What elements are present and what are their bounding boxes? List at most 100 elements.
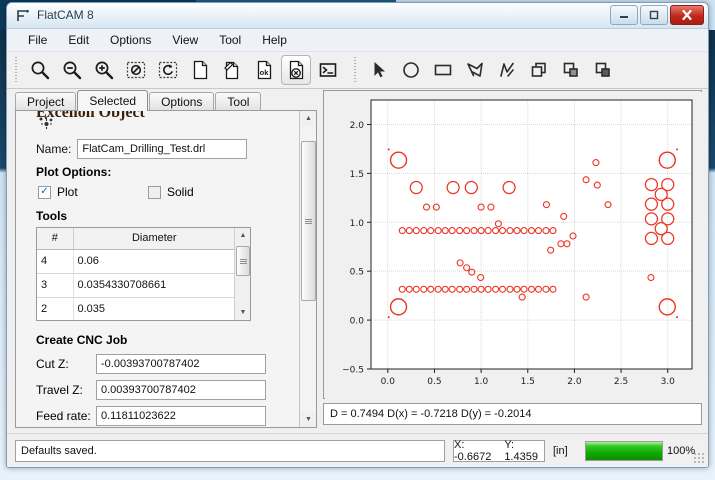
menu-file[interactable]: File [28,33,48,47]
cut-z-input[interactable] [96,354,266,374]
toolbar-grip-1[interactable] [13,57,20,83]
distance-readout-text: D = 0.7494 D(x) = -0.7218 D(y) = -0.2014 [330,408,532,420]
svg-text:2.5: 2.5 [614,377,628,387]
selected-panel-scroll-content: Excellon Object Name: Plot Options: ✓ Pl… [16,111,299,427]
travel-z-input[interactable] [96,380,266,400]
travel-z-row: Travel Z: [36,380,266,400]
panel-tabs: Project Selected Options Tool [15,90,315,111]
maximize-button[interactable] [640,5,668,25]
menubar: File Edit Options View Tool Help [7,29,708,52]
minimize-button[interactable] [610,5,638,25]
subtract-icon[interactable] [588,55,618,85]
svg-text:1.0: 1.0 [474,377,489,387]
panel-scroll-up-arrow[interactable]: ▲ [300,111,316,126]
zoom-out-icon[interactable] [57,55,87,85]
table-row[interactable]: 2 0.035 [37,297,236,320]
open-gcode-icon[interactable] [281,55,311,85]
checkbox-plot-label: Plot [57,185,78,199]
draw-circle-icon[interactable] [396,55,426,85]
tools-header-diameter[interactable]: Diameter [73,228,236,250]
coord-y-value: Y: 1.4359 [504,439,538,463]
zoom-in-icon[interactable] [89,55,119,85]
window-title: FlatCAM 8 [37,8,94,22]
plot-canvas[interactable]: −0.5 0.0 0.5 1.0 1.5 2.0 0.0 0.5 1.0 1.5 2.0 2.5 3.0 [325,92,702,399]
tools-header-number[interactable]: # [37,228,74,250]
tools-scroll-thumb-grip [239,258,247,264]
checkbox-solid[interactable]: Solid [148,185,194,199]
selected-panel-scrollbar[interactable]: ▲ ▼ [299,111,316,427]
selected-object-panel: Excellon Object Name: Plot Options: ✓ Pl… [15,110,317,428]
open-excellon-icon[interactable]: ok [249,55,279,85]
panel-section-title: Excellon Object [36,111,145,121]
tools-label: Tools [36,209,68,223]
menu-options[interactable]: Options [110,33,152,47]
cursor-coordinates: X: -0.6672 Y: 1.4359 [453,439,545,463]
replot-icon[interactable] [153,55,183,85]
open-gerber-icon[interactable] [217,55,247,85]
checkbox-plot[interactable]: ✓ Plot [38,185,148,199]
tab-project[interactable]: Project [15,92,77,111]
tools-table[interactable]: # Diameter 4 0.06 3 0.035433070866 [36,227,251,321]
name-input[interactable] [77,139,248,159]
draw-polygon-icon[interactable] [460,55,490,85]
tools-scroll-thumb[interactable] [236,246,250,276]
tools-scroll-up-arrow[interactable]: ▲ [235,228,250,243]
table-row[interactable]: 3 0.0354330708661 [37,273,236,298]
window-resize-grip[interactable] [693,452,705,464]
tool-number-cell: 2 [37,297,74,320]
create-cnc-job-label: Create CNC Job [36,333,128,347]
shell-icon[interactable] [313,55,343,85]
svg-text:0.0: 0.0 [350,317,365,327]
close-button[interactable] [670,5,704,25]
menu-view[interactable]: View [172,33,199,47]
series-corner-dots [387,148,679,319]
plot-panel[interactable]: −0.5 0.0 0.5 1.0 1.5 2.0 0.0 0.5 1.0 1.5 2.0 2.5 3.0 [323,90,702,399]
series-drill-holes-small-scatter [422,159,655,301]
tab-tool[interactable]: Tool [215,92,262,111]
panel-scroll-thumb[interactable] [301,141,316,301]
draw-rectangle-icon[interactable] [428,55,458,85]
titlebar-glass [7,3,708,28]
svg-text:−0.5: −0.5 [342,366,364,376]
tools-scroll-down-arrow[interactable]: ▼ [235,305,250,320]
tab-options[interactable]: Options [149,92,215,111]
scatter-plot[interactable]: −0.5 0.0 0.5 1.0 1.5 2.0 0.0 0.5 1.0 1.5 2.0 2.5 3.0 [325,92,702,399]
draw-path-icon[interactable] [492,55,522,85]
union-icon[interactable] [524,55,554,85]
menu-edit[interactable]: Edit [68,33,90,47]
checkbox-solid-box[interactable] [148,185,161,199]
svg-text:0.5: 0.5 [350,268,364,278]
scatter-points [387,148,679,319]
svg-text:0.5: 0.5 [427,377,441,387]
plot-options-label: Plot Options: [36,165,112,179]
intersection-icon[interactable] [556,55,586,85]
zoom-fit-icon[interactable] [25,55,55,85]
progress-percent-label: 100% [667,445,696,457]
plot-options-checkboxes: ✓ Plot Solid [38,185,278,199]
table-row[interactable]: 4 0.06 [37,249,236,274]
tool-number-cell: 4 [37,249,74,274]
menu-help[interactable]: Help [262,33,287,47]
main-toolbar: ok [7,52,708,89]
panel-scroll-down-arrow[interactable]: ▼ [300,412,316,427]
tool-diameter-cell: 0.06 [73,249,236,274]
feed-rate-input[interactable] [96,406,266,426]
checkbox-plot-box[interactable]: ✓ [38,185,51,199]
tab-selected[interactable]: Selected [77,90,149,111]
feed-rate-label: Feed rate: [36,409,91,423]
new-file-icon[interactable] [185,55,215,85]
svg-text:0.0: 0.0 [381,377,396,387]
units-label: [in] [553,445,568,457]
coord-x-value: X: -0.6672 [454,439,492,463]
select-arrow-icon[interactable] [364,55,394,85]
toolbar-grip-2[interactable] [352,57,359,83]
tools-table-scrollbar[interactable]: ▲ ▼ [234,228,250,320]
clear-plot-icon[interactable] [121,55,151,85]
series-drill-holes-small-row-lower [398,285,557,293]
feed-rate-row: Feed rate: [36,406,266,426]
statusbar: Defaults saved. X: -0.6672 Y: 1.4359 [in… [7,433,708,467]
menu-tool[interactable]: Tool [219,33,242,47]
series-drill-holes-small-row-upper [398,227,557,235]
series-drill-holes-medium [409,177,675,246]
checkbox-solid-label: Solid [167,185,194,199]
